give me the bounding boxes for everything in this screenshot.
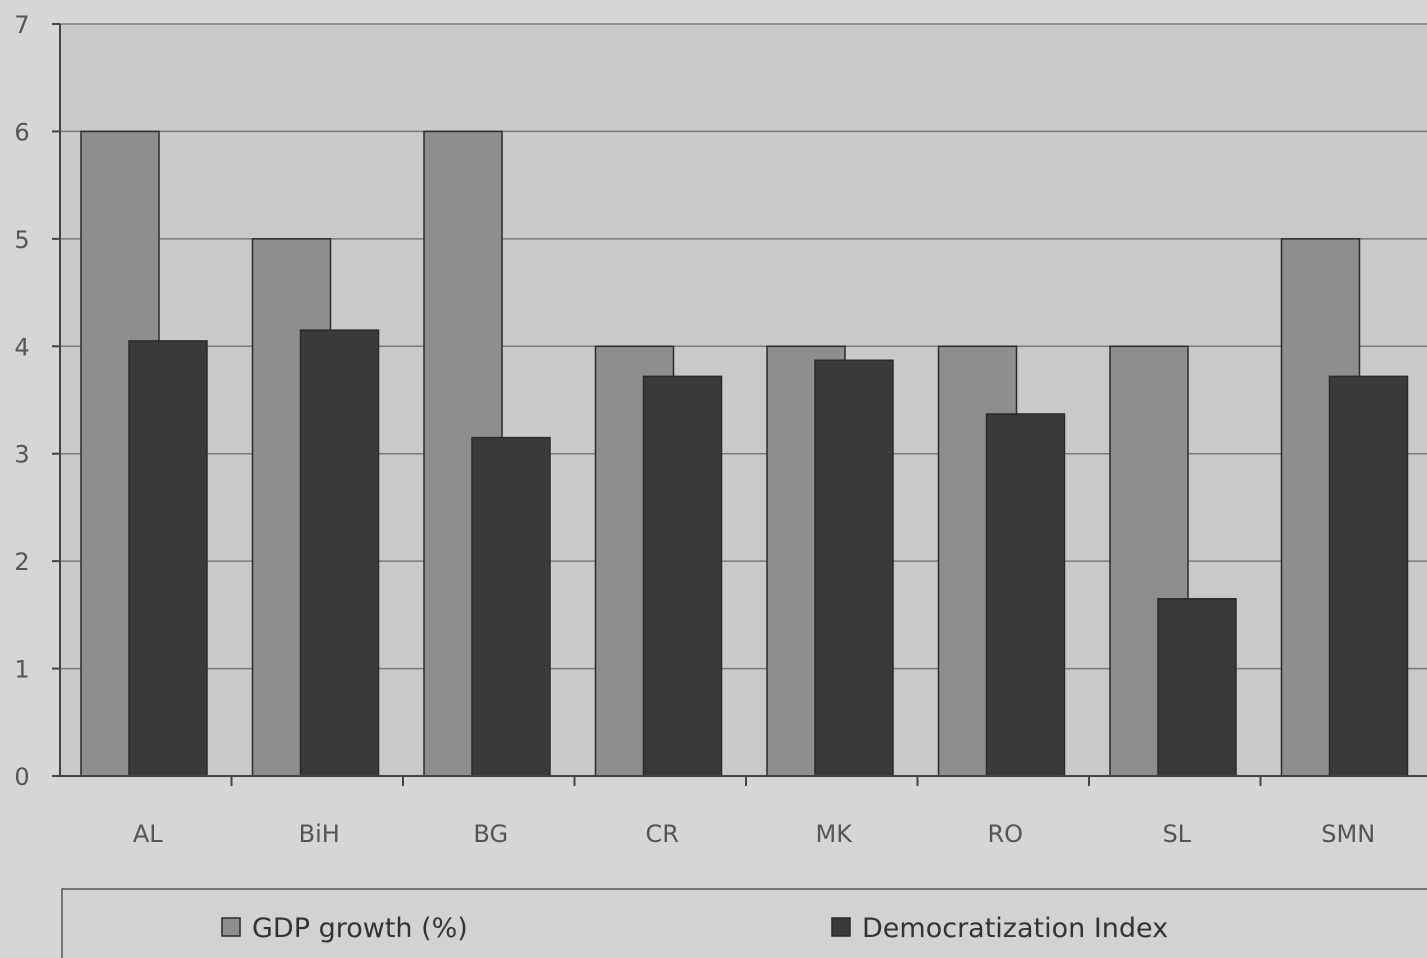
x-tick-label: AL bbox=[133, 820, 163, 848]
y-tick-label: 7 bbox=[14, 11, 29, 39]
bar-democratization-index-ro bbox=[985, 413, 1066, 777]
bar-democratization-index-smn bbox=[1328, 375, 1409, 777]
legend-swatch-gdp-growth bbox=[221, 917, 241, 937]
y-axis-ticks: 0 1 2 3 4 5 6 7 bbox=[14, 11, 60, 791]
x-tick-label: SL bbox=[1162, 820, 1191, 848]
x-tick-label: CR bbox=[646, 820, 679, 848]
legend-swatch-democratization-index bbox=[831, 917, 851, 937]
x-tick-label: RO bbox=[987, 820, 1023, 848]
x-tick-label: MK bbox=[816, 820, 854, 848]
y-tick-label: 1 bbox=[14, 656, 29, 684]
bar-democratization-index-cr bbox=[642, 375, 723, 777]
legend-label-democratization-index: Democratization Index bbox=[862, 913, 1168, 944]
legend-box bbox=[61, 888, 1427, 958]
bar-democratization-index-sl bbox=[1157, 597, 1237, 777]
y-tick-label: 2 bbox=[14, 548, 29, 576]
legend: GDP growth (%) Democratization Index bbox=[61, 888, 1427, 958]
y-tick-label: 6 bbox=[14, 118, 29, 146]
y-tick-label: 0 bbox=[14, 763, 29, 791]
x-axis-ticks: AL BiH BG CR MK RO SL SMN bbox=[133, 776, 1375, 848]
bar-democratization-index-al bbox=[128, 340, 208, 777]
x-tick-label: BiH bbox=[299, 820, 340, 848]
legend-label-gdp-growth: GDP growth (%) bbox=[252, 913, 468, 944]
x-tick-label: BG bbox=[473, 820, 508, 848]
bar-democratization-index-bg bbox=[471, 436, 551, 777]
bar-democratization-index-mk bbox=[814, 359, 894, 777]
bar-democratization-index-bih bbox=[299, 329, 380, 777]
x-tick-label: SMN bbox=[1321, 820, 1375, 848]
y-tick-label: 5 bbox=[14, 226, 29, 254]
bars bbox=[80, 130, 1409, 777]
y-tick-label: 4 bbox=[14, 333, 29, 361]
y-tick-label: 3 bbox=[14, 441, 29, 469]
